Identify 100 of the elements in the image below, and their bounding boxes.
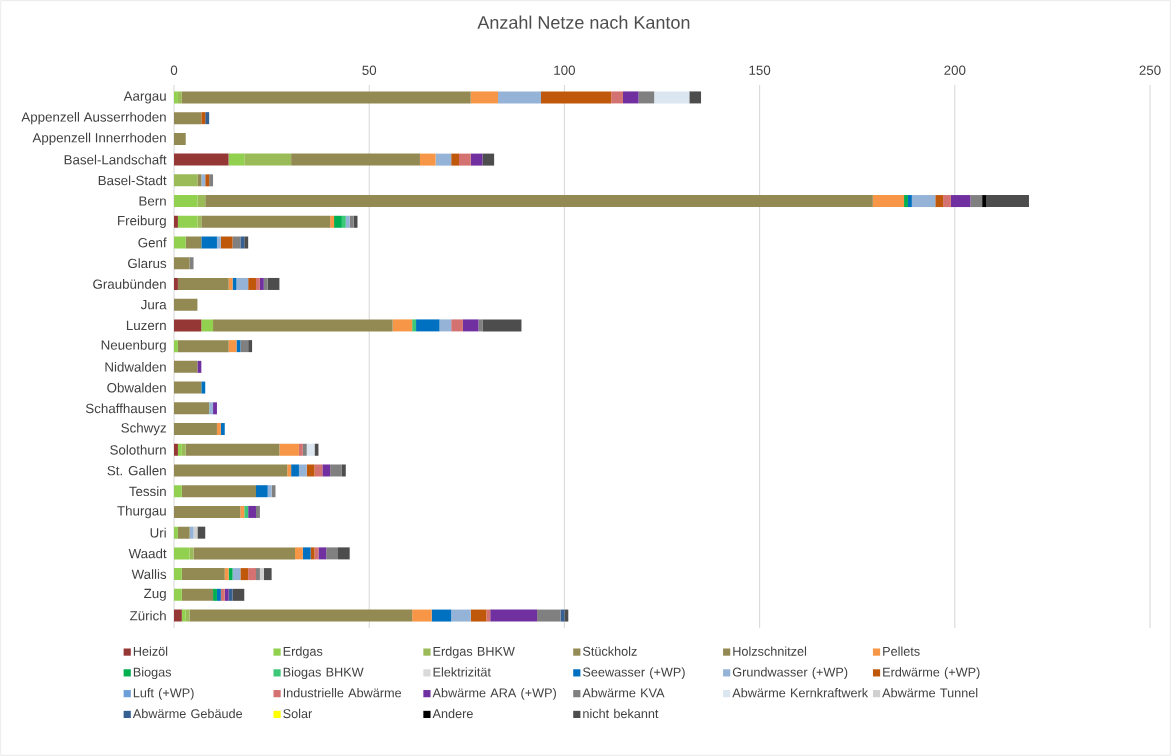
- bar: [201, 381, 206, 394]
- bar: [213, 319, 393, 332]
- bar: [412, 609, 432, 622]
- legend-label: Elektrizität: [433, 667, 491, 677]
- legend-label: Holzschnitzel: [733, 646, 807, 656]
- bar: [259, 277, 264, 290]
- bar: [174, 195, 198, 208]
- bar: [181, 485, 256, 498]
- legend-label: Abwärme Kernkraftwerk: [732, 688, 869, 698]
- bar: [236, 277, 249, 290]
- bar: [177, 340, 229, 353]
- bar: [310, 547, 315, 560]
- legend-label: Erdgas: [283, 646, 323, 659]
- bar: [201, 236, 217, 249]
- y-tick-label: Thurgau: [117, 505, 166, 519]
- bar: [439, 319, 452, 332]
- bar: [330, 464, 342, 477]
- y-tick-label: Zug: [144, 588, 166, 601]
- y-tick-label: St. Gallen: [107, 465, 166, 476]
- legend-label: Solar: [283, 708, 313, 719]
- bar: [174, 132, 186, 145]
- y-tick-label: Appenzell Innerrhoden: [32, 132, 166, 146]
- bar: [306, 464, 315, 477]
- bar: [177, 277, 229, 290]
- bar: [259, 568, 264, 581]
- bar: [174, 402, 210, 415]
- bar: [302, 547, 311, 560]
- bar: [459, 153, 471, 166]
- legend-label: Abwärme Tunnel: [882, 688, 978, 698]
- bar: [986, 195, 1029, 208]
- bar: [345, 215, 350, 228]
- bar: [213, 588, 217, 601]
- bar: [291, 153, 420, 166]
- bar: [220, 423, 225, 436]
- bar: [232, 588, 245, 601]
- bar: [435, 153, 452, 166]
- bar: [255, 505, 260, 518]
- bar: [224, 588, 229, 601]
- y-tick-label: Jura: [140, 300, 167, 310]
- chart-title: Anzahl Netze nach Kanton: [477, 15, 690, 29]
- bar: [224, 568, 229, 581]
- y-tick-label: Aargau: [123, 91, 166, 104]
- y-tick-label: Zürich: [130, 610, 166, 621]
- y-tick-label: Solothurn: [110, 444, 166, 455]
- bar: [638, 91, 655, 104]
- bar: [181, 91, 471, 104]
- bar: [622, 91, 639, 104]
- bar: [322, 464, 331, 477]
- y-tick-label: Bern: [139, 196, 166, 206]
- y-tick-label: Luzern: [126, 320, 166, 331]
- bar: [174, 547, 190, 560]
- y-tick-label: Schaffhausen: [85, 403, 166, 414]
- y-tick-label: Neuenburg: [101, 339, 166, 353]
- bar: [341, 464, 346, 477]
- y-tick-label: Schwyz: [121, 422, 166, 436]
- bar: [228, 153, 245, 166]
- bar: [174, 319, 202, 332]
- legend-label: Grundwasser (+WP): [732, 667, 848, 680]
- legend-label: Industrielle Abwärme: [283, 688, 402, 698]
- bar: [177, 91, 182, 104]
- bar: [970, 195, 983, 208]
- bar: [419, 153, 436, 166]
- bar: [462, 319, 479, 332]
- bar: [431, 609, 452, 622]
- y-tick-label: Graubünden: [93, 279, 166, 289]
- bar: [174, 236, 186, 249]
- x-tick-label: 100: [554, 65, 576, 75]
- bar: [295, 547, 303, 560]
- bar: [220, 588, 225, 601]
- bar: [240, 505, 245, 518]
- bar: [244, 505, 249, 518]
- bar: [201, 112, 206, 125]
- bar: [205, 195, 873, 208]
- bar: [244, 236, 249, 249]
- y-tick-label: Waadt: [128, 548, 167, 559]
- y-tick-label: Uri: [150, 527, 166, 538]
- bar: [248, 340, 253, 353]
- bar: [490, 609, 538, 622]
- bar: [611, 91, 623, 104]
- bar: [197, 174, 202, 187]
- bar: [236, 340, 241, 353]
- bar: [174, 505, 241, 518]
- bar: [185, 236, 202, 249]
- legend-label: Stückholz: [583, 646, 637, 656]
- bar: [185, 443, 280, 456]
- bar: [306, 443, 315, 456]
- bar: [287, 464, 292, 477]
- bar: [228, 277, 233, 290]
- bar: [189, 547, 194, 560]
- bar: [201, 319, 214, 332]
- bar: [228, 588, 233, 601]
- x-tick-label: 0: [170, 65, 178, 75]
- bar: [255, 568, 260, 581]
- bar: [689, 91, 702, 104]
- bar: [201, 215, 331, 228]
- bar: [197, 360, 202, 373]
- bar: [220, 236, 233, 249]
- y-tick-label: Appenzell Ausserrhoden: [21, 111, 166, 125]
- bar: [240, 568, 249, 581]
- y-tick-label: Genf: [138, 237, 167, 248]
